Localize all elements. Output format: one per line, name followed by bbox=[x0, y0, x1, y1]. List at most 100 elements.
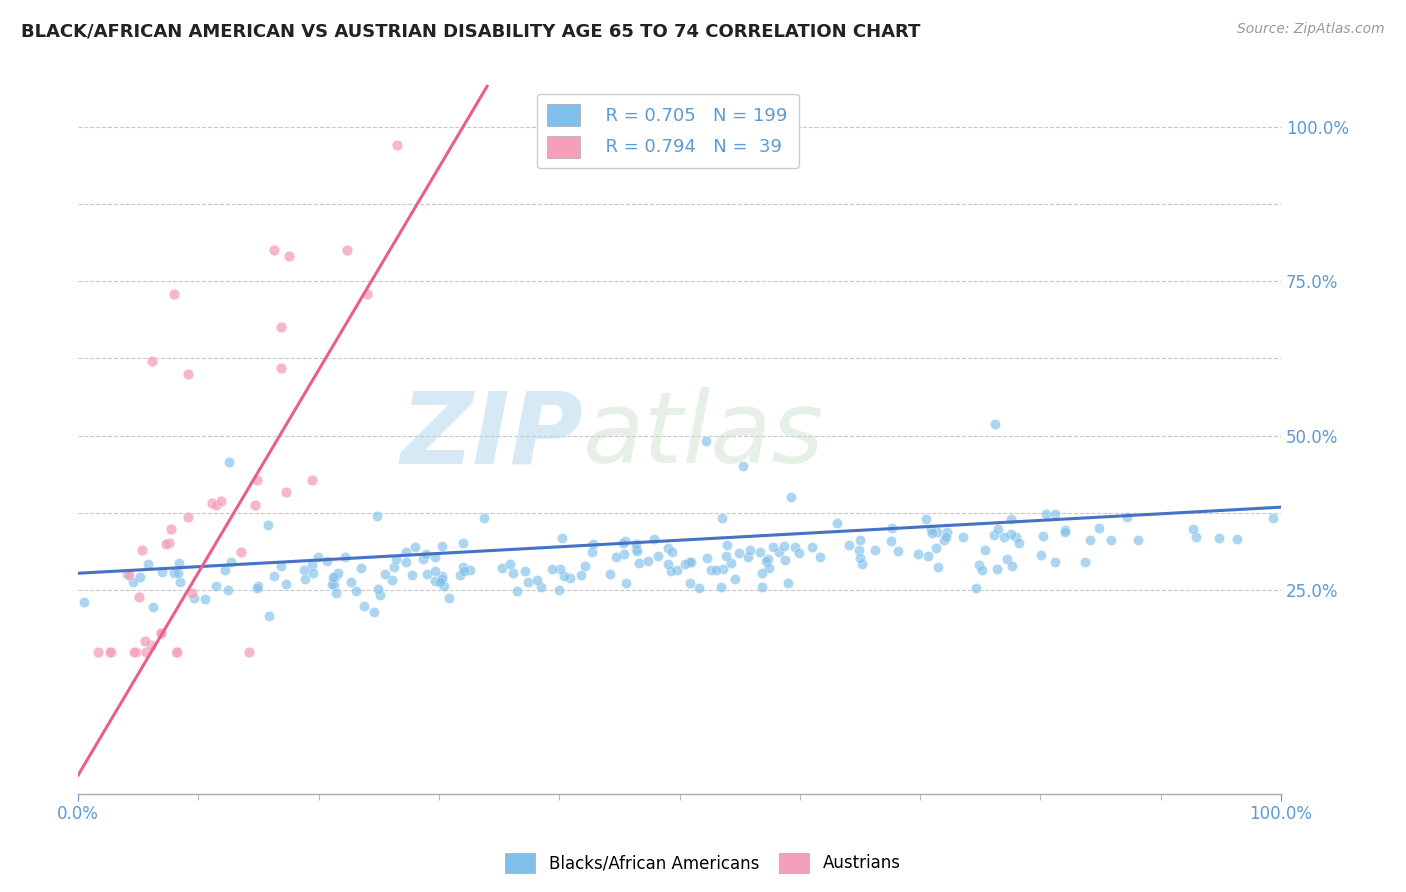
Point bbox=[515, 564, 537, 578]
Point bbox=[423, 564, 446, 578]
Point bbox=[952, 530, 974, 544]
Point bbox=[1000, 527, 1022, 541]
Point bbox=[643, 532, 665, 546]
Point bbox=[548, 562, 571, 576]
Point bbox=[851, 557, 873, 571]
Point bbox=[363, 605, 385, 619]
Point bbox=[307, 550, 329, 565]
Point bbox=[204, 579, 226, 593]
Point bbox=[247, 579, 270, 593]
Point bbox=[301, 558, 323, 572]
Point bbox=[756, 551, 779, 566]
Point bbox=[368, 588, 391, 602]
Point bbox=[699, 563, 721, 577]
Point bbox=[177, 510, 200, 524]
Point bbox=[965, 581, 987, 595]
Point bbox=[582, 537, 605, 551]
Point bbox=[277, 250, 299, 264]
Point bbox=[73, 595, 96, 609]
Point bbox=[530, 581, 553, 595]
Point bbox=[751, 566, 773, 580]
Point bbox=[755, 553, 778, 567]
Point bbox=[808, 549, 831, 564]
Point bbox=[404, 540, 426, 554]
Point bbox=[167, 566, 190, 581]
Point bbox=[292, 563, 315, 577]
Point bbox=[986, 562, 1008, 576]
Point bbox=[800, 540, 823, 554]
Point bbox=[863, 542, 886, 557]
Point bbox=[263, 569, 285, 583]
Point bbox=[177, 367, 200, 381]
Point bbox=[776, 575, 799, 590]
Point bbox=[301, 566, 323, 580]
Point bbox=[605, 549, 627, 564]
Point bbox=[415, 547, 437, 561]
Point bbox=[325, 585, 347, 599]
Point bbox=[326, 566, 349, 581]
Point bbox=[695, 434, 717, 449]
Point bbox=[1099, 533, 1122, 547]
Point bbox=[366, 509, 388, 524]
Point bbox=[437, 591, 460, 605]
Point bbox=[395, 555, 418, 569]
Point bbox=[1078, 533, 1101, 547]
Point bbox=[194, 592, 217, 607]
Point bbox=[661, 564, 683, 578]
Point bbox=[553, 568, 575, 582]
Point bbox=[710, 580, 733, 594]
Point bbox=[1054, 524, 1077, 539]
Point bbox=[995, 552, 1018, 566]
Point bbox=[498, 557, 520, 571]
Point bbox=[270, 320, 292, 334]
Point bbox=[257, 609, 280, 624]
Point bbox=[423, 549, 446, 564]
Point bbox=[238, 645, 260, 659]
Point bbox=[433, 578, 456, 592]
Point bbox=[704, 563, 727, 577]
Text: atlas: atlas bbox=[583, 387, 825, 484]
Point bbox=[762, 540, 785, 554]
Point bbox=[984, 417, 1007, 431]
Point bbox=[430, 572, 453, 586]
Point bbox=[673, 558, 696, 572]
Point bbox=[453, 535, 475, 549]
Point bbox=[374, 566, 396, 581]
Point bbox=[157, 536, 180, 550]
Point bbox=[163, 566, 186, 580]
Legend: Blacks/African Americans, Austrians: Blacks/African Americans, Austrians bbox=[499, 847, 907, 880]
Point bbox=[657, 541, 679, 556]
Point bbox=[217, 583, 239, 598]
Point bbox=[301, 473, 323, 487]
Point bbox=[323, 570, 346, 584]
Point bbox=[181, 586, 204, 600]
Point bbox=[502, 566, 524, 580]
Point bbox=[987, 522, 1010, 536]
Point bbox=[1043, 507, 1066, 521]
Point bbox=[541, 562, 564, 576]
Point bbox=[429, 574, 451, 589]
Point bbox=[136, 558, 159, 572]
Point bbox=[183, 591, 205, 606]
Point bbox=[412, 552, 434, 566]
Point bbox=[647, 549, 669, 563]
Point bbox=[201, 495, 224, 509]
Point bbox=[886, 544, 908, 558]
Point bbox=[150, 565, 173, 579]
Point bbox=[679, 575, 702, 590]
Point bbox=[384, 551, 406, 566]
Point bbox=[1128, 533, 1150, 547]
Point bbox=[395, 545, 418, 559]
Point bbox=[356, 286, 378, 301]
Point bbox=[921, 526, 943, 541]
Point bbox=[720, 556, 742, 570]
Point bbox=[491, 561, 513, 575]
Point bbox=[927, 524, 949, 539]
Point bbox=[661, 545, 683, 559]
Point bbox=[516, 574, 538, 589]
Point bbox=[1001, 558, 1024, 573]
Point bbox=[624, 537, 647, 551]
Point bbox=[451, 559, 474, 574]
Point bbox=[453, 565, 475, 579]
Point bbox=[1184, 530, 1206, 544]
